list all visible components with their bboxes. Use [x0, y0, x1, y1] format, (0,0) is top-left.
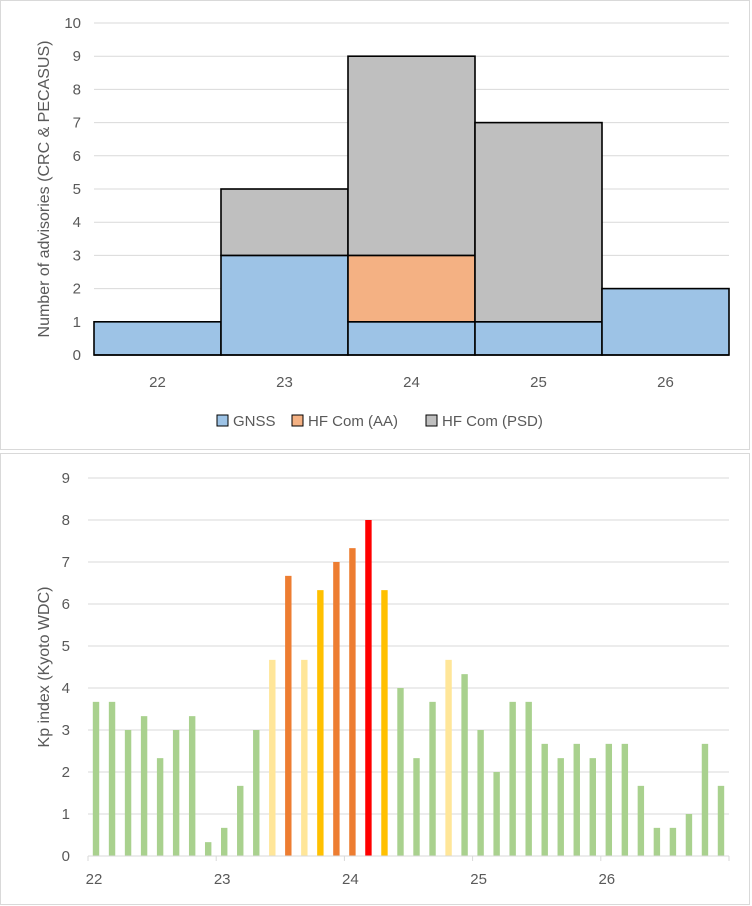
kp-bar [349, 548, 356, 856]
bar-hf-com-aa--24 [347, 254, 476, 323]
legend-swatch [216, 414, 229, 427]
kp-bar [124, 730, 132, 856]
kp-bar [381, 590, 388, 856]
kp-bar [557, 758, 564, 856]
bar-gnss-23 [220, 254, 349, 356]
kp-bar [669, 827, 677, 856]
kp-bar [317, 590, 324, 856]
y-tick-label: 0 [62, 848, 70, 865]
kp-bar [429, 701, 436, 856]
y-tick-label: 6 [62, 596, 70, 613]
kp-bar [493, 772, 500, 856]
kp-bar [541, 743, 548, 856]
kp-bar [301, 659, 308, 856]
kp-bar [172, 730, 180, 856]
kp-bar [461, 674, 468, 856]
y-tick-label: 5 [73, 181, 81, 198]
x-tick-label: 24 [342, 871, 359, 888]
kp-bar [92, 701, 100, 856]
x-tick-label: 23 [276, 374, 293, 391]
y-tick-label: 2 [62, 764, 70, 781]
kp-bar [573, 743, 580, 856]
kp-bar [269, 659, 276, 856]
kp-bar [156, 758, 164, 856]
kp-bar [685, 814, 693, 856]
legend-label: GNSS [233, 413, 276, 430]
bar-gnss-26 [601, 287, 730, 356]
bar-hf-com-psd--23 [220, 188, 349, 257]
kp-bar [237, 785, 244, 856]
y-tick-label: 1 [73, 314, 81, 331]
y-axis-title: Number of advisories (CRC & PECASUS) [36, 41, 53, 338]
kp-bar [188, 716, 196, 856]
kp-bar [525, 701, 532, 856]
kp-bar [509, 701, 516, 856]
x-tick-label: 22 [149, 374, 166, 391]
legend-label: HF Com (AA) [308, 413, 398, 430]
x-tick-label: 25 [530, 374, 547, 391]
kp-bar [621, 743, 629, 856]
kp-bar [365, 520, 372, 856]
bar-gnss-25 [474, 320, 603, 356]
bar-gnss-24 [347, 320, 476, 356]
kp-bar [204, 842, 212, 856]
y-tick-label: 3 [73, 247, 81, 264]
bar-hf-com-psd--24 [347, 55, 476, 257]
x-tick-label: 24 [403, 374, 420, 391]
y-tick-label: 4 [62, 680, 70, 697]
x-tick-label: 25 [470, 871, 487, 888]
y-tick-label: 8 [62, 512, 70, 529]
y-tick-label: 7 [73, 115, 81, 132]
y-tick-label: 5 [62, 638, 70, 655]
kp-bar [285, 575, 292, 856]
y-tick-label: 6 [73, 148, 81, 165]
y-tick-label: 8 [73, 81, 81, 98]
bar-gnss-22 [93, 320, 222, 356]
kp-bar [253, 730, 260, 856]
y-tick-label: 9 [73, 48, 81, 65]
kp-bar [108, 701, 116, 856]
legend-swatch [425, 414, 438, 427]
y-tick-label: 0 [73, 347, 81, 364]
kp-bar [701, 743, 709, 856]
x-tick-label: 22 [86, 871, 103, 888]
y-tick-label: 2 [73, 281, 81, 298]
kp-bar [605, 743, 613, 856]
kp-bar [221, 827, 228, 856]
kp-bar [397, 688, 404, 856]
y-tick-label: 9 [62, 470, 70, 487]
x-tick-label: 23 [214, 871, 231, 888]
kp-bar [477, 730, 484, 856]
kp-bar [333, 562, 340, 856]
kp-index-chart-panel: 0 1 2 3 4 5 6 7 8 9 22 23 24 25 26 Kp index (Kyoto WDC) [0, 453, 750, 905]
kp-bar [413, 758, 420, 856]
y-tick-label: 4 [73, 214, 81, 231]
y-tick-label: 1 [62, 806, 70, 823]
kp-bar [445, 659, 452, 856]
y-axis-title: Kp index (Kyoto WDC) [36, 587, 53, 748]
x-tick-label: 26 [598, 871, 615, 888]
bar-hf-com-psd--25 [474, 121, 603, 323]
x-tick-label: 26 [657, 374, 674, 391]
kp-bar [140, 716, 148, 856]
kp-bar [637, 785, 645, 856]
y-tick-label: 10 [64, 15, 81, 32]
legend-label: HF Com (PSD) [442, 413, 543, 430]
advisories-chart-panel: 0 1 2 3 4 5 6 7 8 9 10 22 23 24 25 26 Number of advisori… [0, 0, 750, 450]
y-tick-label: 3 [62, 722, 70, 739]
kp-bar [589, 758, 596, 856]
kp-bar [717, 785, 725, 856]
legend-swatch [291, 414, 304, 427]
y-tick-label: 7 [62, 554, 70, 571]
kp-bar [653, 827, 661, 856]
